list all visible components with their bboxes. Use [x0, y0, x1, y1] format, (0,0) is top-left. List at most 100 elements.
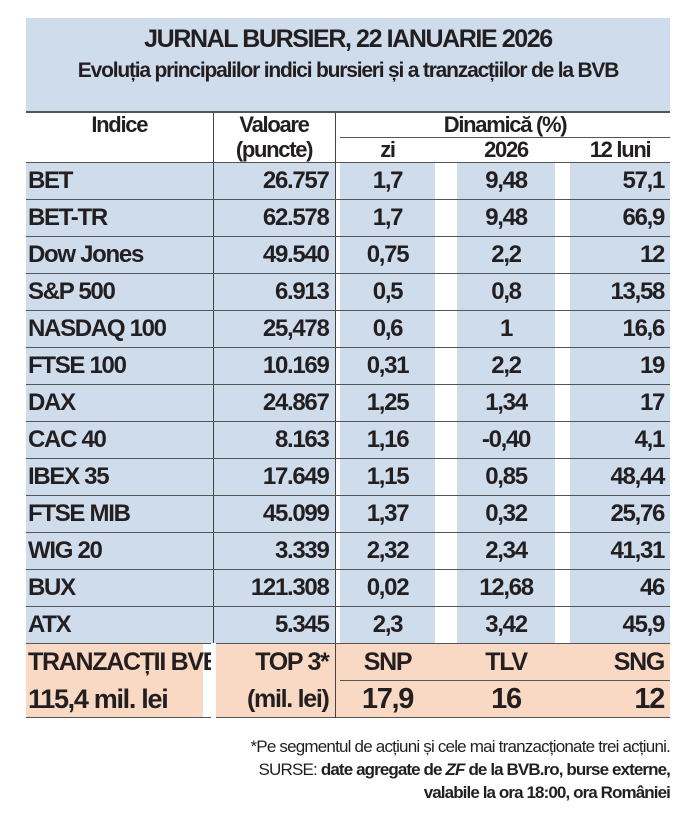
value-snp: 17,9	[340, 680, 435, 718]
index-value: 26.757	[213, 162, 336, 200]
change-ytd: 3,42	[457, 606, 555, 644]
change-day: 1,16	[340, 421, 435, 459]
table-row: S&P 500 6.913 0,5 0,8 13,58	[26, 273, 671, 311]
sources-text-b: de la BVB.ro, burse externe,	[468, 760, 670, 779]
index-name: S&P 500	[26, 273, 214, 311]
page-subtitle: Evoluția principalilor indici bursieri ș…	[77, 59, 620, 82]
index-value: 62.578	[213, 199, 336, 237]
index-name: NASDAQ 100	[26, 310, 214, 348]
market-journal-table: JURNAL BURSIER, 22 IANUARIE 2026 Evoluți…	[26, 18, 671, 718]
change-day: 0,02	[340, 569, 435, 607]
index-value: 49.540	[213, 236, 336, 274]
change-12m: 41,31	[570, 532, 671, 570]
change-day: 1,7	[340, 199, 435, 237]
change-ytd: 2,34	[457, 532, 555, 570]
index-value: 121.308	[213, 569, 336, 607]
index-name: WIG 20	[26, 532, 214, 570]
sources-text-a: date agregate de	[320, 760, 443, 779]
change-day: 2,3	[340, 606, 435, 644]
index-value: 3.339	[213, 532, 336, 570]
index-name: BET	[26, 162, 214, 200]
table-row: ATX 5.345 2,3 3,42 45,9	[26, 606, 671, 644]
index-value: 25,478	[213, 310, 336, 348]
header-2026: 2026	[484, 137, 529, 162]
change-12m: 45,9	[570, 606, 671, 644]
change-day: 0,6	[340, 310, 435, 348]
change-12m: 12	[570, 236, 671, 274]
change-12m: 19	[570, 347, 671, 385]
change-ytd: 9,48	[457, 199, 555, 237]
header-indice: Indice	[26, 113, 214, 138]
change-ytd: 9,48	[457, 162, 555, 200]
index-value: 5.345	[213, 606, 336, 644]
change-ytd: 1,34	[457, 384, 555, 422]
footnote-sources: SURSE: date agregate de ZF de la BVB.ro,…	[250, 758, 670, 781]
change-ytd: 2,2	[457, 236, 555, 274]
ticker-sng: SNG	[570, 643, 671, 681]
bvb-total: 115,4 mil. lei	[26, 680, 213, 718]
table-row: DAX 24.867 1,25 1,34 17	[26, 384, 671, 422]
header-12-luni: 12 luni	[589, 137, 652, 162]
table-row: FTSE 100 10.169 0,31 2,2 19	[26, 347, 671, 385]
bvb-label: TRANZACȚII BVB	[26, 643, 213, 681]
table-row: CAC 40 8.163 1,16 -0,40 4,1	[26, 421, 671, 459]
footnote: *Pe segmentul de acțiuni și cele mai tra…	[250, 735, 670, 804]
change-12m: 13,58	[570, 273, 671, 311]
table-row: FTSE MIB 45.099 1,37 0,32 25,76	[26, 495, 671, 533]
change-ytd: 0,85	[457, 458, 555, 496]
index-name: FTSE 100	[26, 347, 214, 385]
header-dinamica: Dinamică (%)	[340, 113, 671, 138]
change-ytd: 2,2	[457, 347, 555, 385]
change-ytd: 1	[457, 310, 555, 348]
indices-table: Indice Valoare Dinamică (%) (puncte) zi …	[26, 113, 671, 718]
bvb-total-value: 115,4 mil. lei	[28, 683, 169, 714]
page-title: JURNAL BURSIER, 22 IANUARIE 2026	[144, 25, 553, 53]
change-day: 1,7	[340, 162, 435, 200]
change-12m: 25,76	[570, 495, 671, 533]
change-12m: 57,1	[570, 162, 671, 200]
index-value: 8.163	[213, 421, 336, 459]
ticker-snp: SNP	[340, 643, 435, 681]
sources-label: SURSE:	[258, 760, 317, 779]
table-row: BUX 121.308 0,02 12,68 46	[26, 569, 671, 607]
change-12m: 16,6	[570, 310, 671, 348]
header-valoare-unit: (puncte)	[213, 137, 336, 163]
change-ytd: 12,68	[457, 569, 555, 607]
change-day: 2,32	[340, 532, 435, 570]
index-name: ATX	[26, 606, 214, 644]
index-value: 6.913	[213, 273, 336, 311]
index-value: 17.649	[213, 458, 336, 496]
change-ytd: 0,32	[457, 495, 555, 533]
index-value: 24.867	[213, 384, 336, 422]
table-row: WIG 20 3.339 2,32 2,34 41,31	[26, 532, 671, 570]
top3-label: TOP 3*	[210, 643, 336, 681]
header-valoare: Valoare	[213, 113, 336, 138]
index-name: BET-TR	[26, 199, 214, 237]
index-name: FTSE MIB	[26, 495, 214, 533]
index-value: 45.099	[213, 495, 336, 533]
change-12m: 48,44	[570, 458, 671, 496]
change-day: 1,37	[340, 495, 435, 533]
index-name: BUX	[26, 569, 214, 607]
table-row: BET-TR 62.578 1,7 9,48 66,9	[26, 199, 671, 237]
value-sng: 12	[570, 680, 671, 718]
change-12m: 4,1	[570, 421, 671, 459]
change-day: 0,75	[340, 236, 435, 274]
change-12m: 17	[570, 384, 671, 422]
change-day: 1,15	[340, 458, 435, 496]
footnote-note: *Pe segmentul de acțiuni și cele mai tra…	[250, 737, 670, 756]
change-day: 0,5	[340, 273, 435, 311]
sources-text-c: valabile la ora 18:00, ora României	[423, 783, 671, 802]
index-name: Dow Jones	[26, 236, 214, 274]
top3-unit: (mil. lei)	[210, 680, 336, 718]
table-row: Dow Jones 49.540 0,75 2,2 12	[26, 236, 671, 274]
change-12m: 46	[570, 569, 671, 607]
change-ytd: 0,8	[457, 273, 555, 311]
table-row: IBEX 35 17.649 1,15 0,85 48,44	[26, 458, 671, 496]
index-name: IBEX 35	[26, 458, 214, 496]
index-name: DAX	[26, 384, 214, 422]
table-row: NASDAQ 100 25,478 0,6 1 16,6	[26, 310, 671, 348]
header-zi: zi	[380, 137, 396, 162]
change-day: 1,25	[340, 384, 435, 422]
ticker-tlv: TLV	[457, 643, 555, 681]
